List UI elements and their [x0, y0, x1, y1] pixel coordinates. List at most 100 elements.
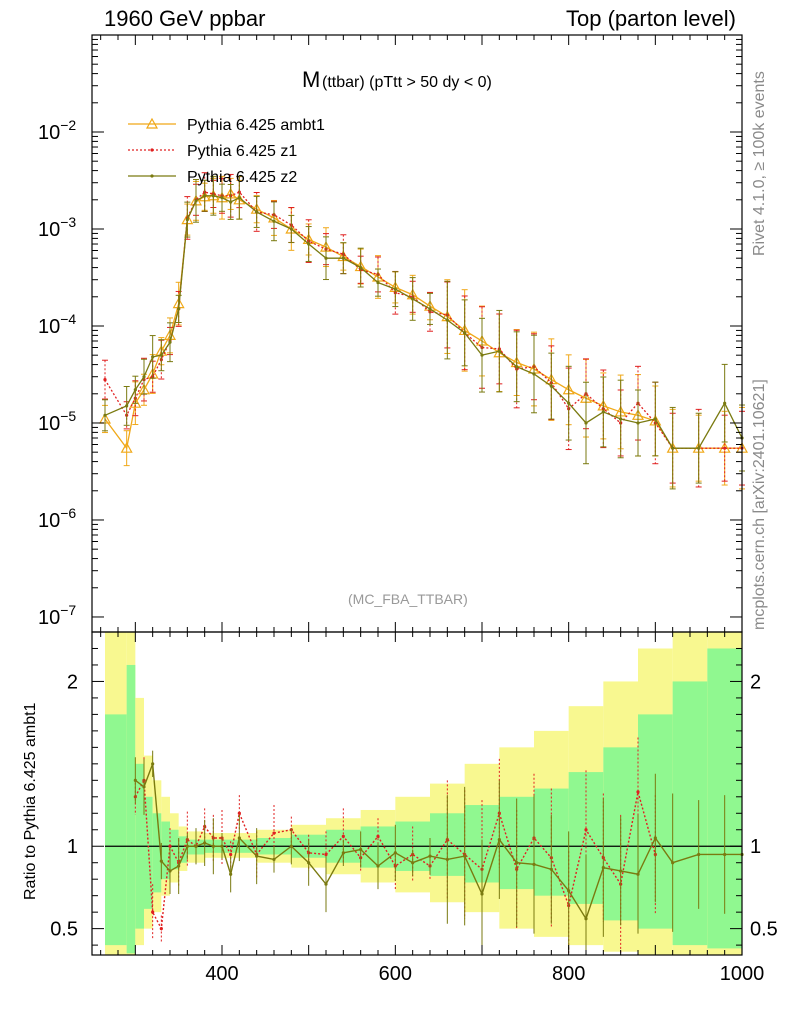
z2-marker [653, 417, 657, 421]
plot-title-main: M [302, 67, 320, 92]
ratio-inner-band-segment [170, 829, 179, 870]
ratio-inner-band-segment [152, 813, 162, 893]
z2-marker [220, 196, 224, 200]
legend-marker [150, 174, 154, 178]
ratio-marker [515, 861, 519, 865]
x-tick-label: 800 [552, 963, 585, 985]
ratio-marker [237, 836, 241, 840]
z2-marker [194, 199, 198, 203]
ratio-marker [376, 834, 380, 838]
z2-marker [411, 297, 415, 301]
ratio-y-tick-label: 2 [67, 671, 78, 693]
ratio-marker [220, 844, 224, 848]
z2-marker [515, 365, 519, 369]
ratio-marker [255, 854, 259, 858]
ratio-y-tick-label: 1 [67, 836, 78, 858]
plot-title-sub: (ttbar) (pTtt > 50 dy < 0) [322, 74, 492, 91]
ratio-marker [428, 854, 432, 858]
x-tick-label: 400 [205, 963, 238, 985]
z2-marker [103, 413, 107, 417]
ratio-marker [159, 859, 163, 863]
z2-marker [324, 256, 328, 260]
main-y-tick-label: 10−5 [38, 408, 76, 435]
ratio-marker [185, 844, 189, 848]
process-label: Top (parton level) [566, 6, 736, 31]
ratio-panel-series [105, 737, 744, 955]
ambt1-marker [120, 441, 133, 453]
main-y-tick-label: 10−3 [38, 214, 76, 241]
ratio-marker [341, 851, 345, 855]
main-y-tick-label: 10−6 [38, 505, 76, 532]
z2-marker [237, 196, 241, 200]
z2-marker [272, 219, 276, 223]
ratio-marker [133, 778, 137, 782]
z2-marker [307, 242, 311, 246]
z2-marker [177, 307, 181, 311]
ratio-marker [601, 866, 605, 870]
z2-marker [341, 256, 345, 260]
z2-marker [151, 355, 155, 359]
ratio-marker [445, 857, 449, 862]
ratio-marker [653, 836, 657, 840]
ratio-y-tick-label: 0.5 [50, 919, 78, 941]
ratio-marker [636, 790, 640, 794]
ratio-inner-band-segment [105, 714, 127, 946]
legend-label: Pythia 6.425 ambt1 [187, 117, 325, 134]
ratio-marker [619, 869, 623, 873]
z2-marker [289, 227, 293, 231]
ratio-marker [359, 847, 363, 852]
ratio-marker [229, 852, 233, 857]
ratio-marker [567, 889, 571, 893]
ratio-marker [194, 844, 198, 848]
z2-marker [697, 446, 701, 450]
ratio-marker [151, 762, 155, 766]
mcplots-label: mcplots.cern.ch [arXiv:2401.10621] [751, 379, 768, 630]
z2-marker [532, 372, 536, 376]
ratio-marker [151, 910, 155, 914]
z1-marker [723, 446, 727, 450]
z2-marker [211, 194, 215, 198]
ratio-marker [211, 844, 215, 848]
ratio-marker [324, 882, 328, 886]
legend-label: Pythia 6.425 z1 [187, 143, 297, 160]
legend-marker [150, 148, 154, 152]
ratio-inner-band-segment [672, 681, 708, 946]
main-series-line-1 [104, 191, 742, 449]
z2-marker [445, 318, 449, 322]
ratio-marker [229, 872, 233, 876]
main-series-line-0 [104, 193, 742, 450]
z2-marker [125, 404, 129, 408]
ratio-marker [272, 857, 276, 862]
z2-marker [159, 353, 163, 357]
ratio-marker [237, 811, 241, 815]
legend: Pythia 6.425 ambt1 Pythia 6.425 z1 Pythia … [128, 117, 325, 186]
z2-marker [229, 200, 233, 204]
legend-marker [145, 117, 159, 129]
z1-marker [103, 378, 107, 382]
ratio-marker [671, 861, 675, 865]
x-tick-label: 600 [379, 963, 412, 985]
z2-marker [168, 340, 172, 344]
beam-label: 1960 GeV ppbar [104, 6, 266, 31]
main-y-tick-label: 10−7 [38, 602, 76, 629]
z2-marker [584, 421, 588, 425]
tick-labels: 10−7 10−6 10−5 10−4 10−3 10−2 0.5 0.5 1 1 2 2 400 600… [38, 117, 778, 985]
ratio-y-tick-label-right: 1 [750, 836, 761, 858]
ratio-marker [168, 844, 172, 848]
main-panel-series [98, 172, 749, 490]
ratio-marker [307, 861, 311, 865]
z2-marker [428, 307, 432, 311]
ratio-marker [497, 838, 501, 842]
ratio-inner-band-segment [144, 796, 153, 909]
ratio-marker [463, 854, 467, 858]
ratio-marker [480, 892, 484, 896]
ratio-inner-band-segment [126, 664, 136, 954]
ratio-marker [177, 864, 181, 868]
ratio-marker [376, 864, 380, 868]
ratio-marker [272, 831, 276, 835]
ratio-uncertainty-band [105, 632, 742, 955]
main-y-tick-label: 10−4 [38, 311, 76, 338]
z2-marker [142, 375, 146, 379]
z2-marker [393, 287, 397, 291]
